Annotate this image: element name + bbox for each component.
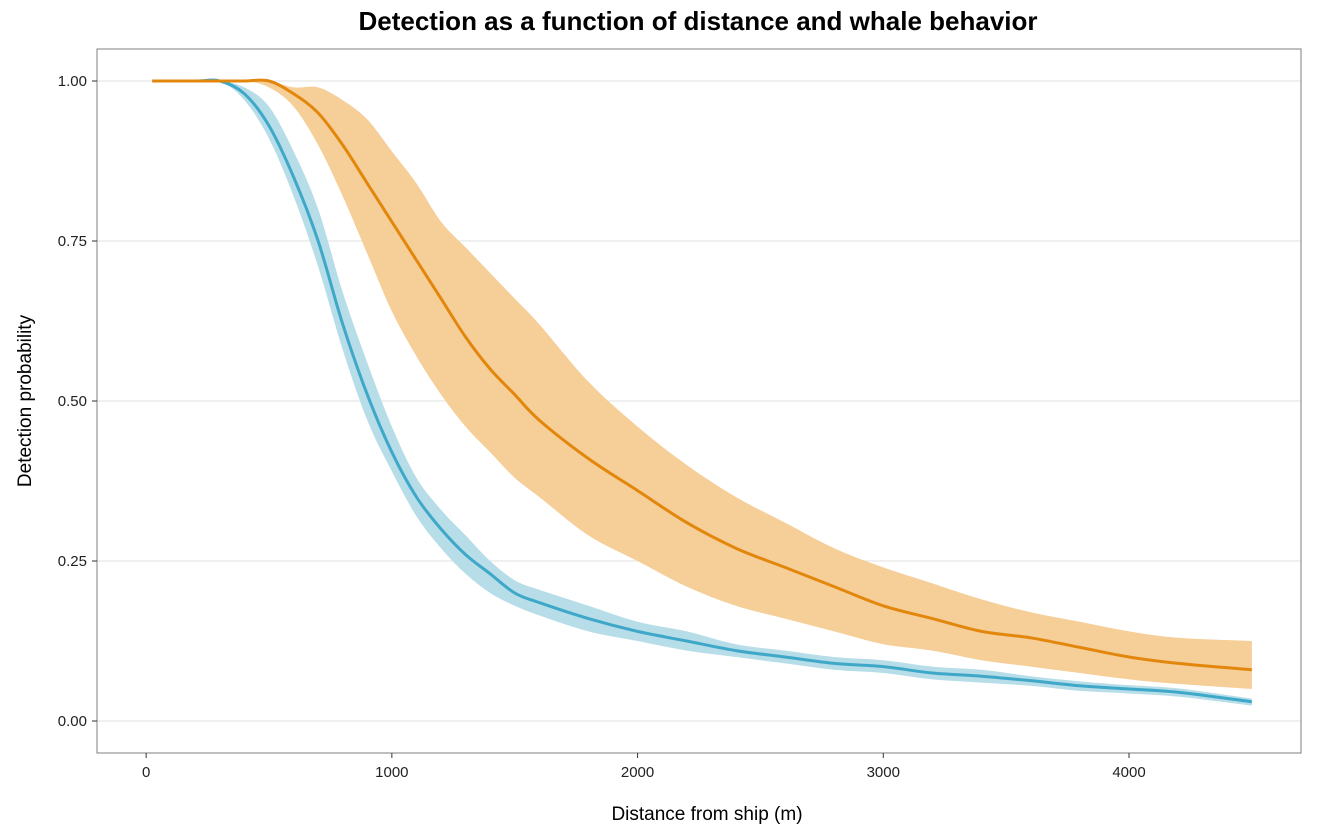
x-tick-label: 4000 [1112,764,1145,781]
series-lines [152,78,1253,704]
y-tick-label: 1.00 [58,73,87,90]
x-axis-ticks: 0 1000 2000 3000 4000 [142,753,1146,781]
y-tick-label: 0.25 [58,553,87,570]
y-tick-label: 0.50 [58,393,87,410]
chart-title: Detection as a function of distance and … [358,6,1037,36]
y-axis-ticks: 0.00 0.25 0.50 0.75 1.00 [58,73,97,730]
x-tick-label: 3000 [867,764,900,781]
confidence-band-1 [152,80,1252,690]
x-axis-title: Distance from ship (m) [611,804,802,825]
y-tick-label: 0.75 [58,233,87,250]
series-line-1 [152,78,1252,672]
x-tick-label: 2000 [621,764,654,781]
y-axis-title: Detection probability [15,314,36,487]
gridlines [97,80,1301,722]
confidence-band-0 [152,79,1252,706]
x-tick-label: 1000 [375,764,408,781]
series-line-0 [152,78,1253,704]
confidence-bands [152,79,1252,706]
y-tick-label: 0.00 [58,713,87,730]
x-tick-label: 0 [142,764,150,781]
